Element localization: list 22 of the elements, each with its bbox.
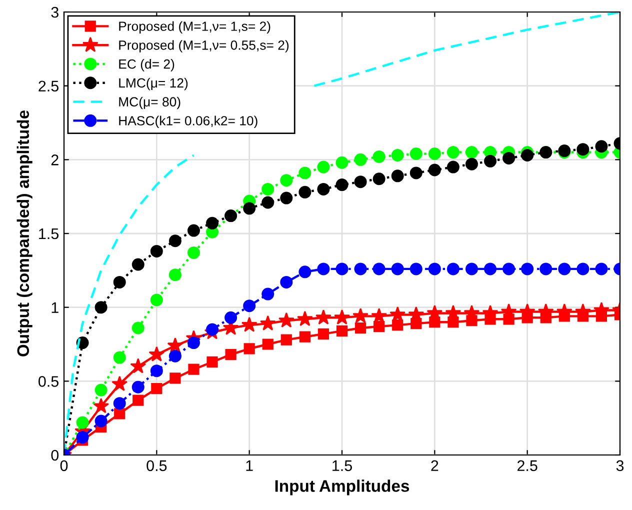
legend-label: EC (d= 2) — [119, 59, 174, 72]
x-tick-label: 2.5 — [517, 460, 538, 472]
x-tick-label: 1.5 — [332, 460, 352, 472]
legend-label: Proposed (M=1,ν= 0.55,s= 2) — [119, 40, 289, 52]
legend-label: Proposed (M=1,ν= 1,s= 2) — [119, 21, 270, 34]
y-tick-label: 2.5 — [38, 80, 58, 92]
x-tick-label: 1 — [246, 460, 253, 471]
y-tick-label: 0.5 — [38, 376, 58, 387]
legend-label: MC(μ= 80) — [119, 96, 180, 110]
y-tick-label: 2 — [51, 154, 58, 166]
y-tick-label: 3 — [51, 6, 58, 18]
x-tick-label: 0 — [60, 460, 68, 472]
x-axis-title: Input Amplitudes — [275, 480, 410, 496]
x-tick-label: 2 — [431, 460, 438, 471]
legend-label: LMC(μ= 12) — [119, 78, 188, 90]
x-tick-label: 3 — [616, 460, 624, 472]
legend-label: HASC(k1= 0.06,k2= 10) — [119, 116, 258, 128]
y-tick-label: 1.5 — [39, 228, 58, 240]
y-axis-title: Output (companded) amplitude — [16, 110, 32, 356]
y-tick-label: 1 — [52, 302, 58, 313]
x-tick-label: 0.5 — [146, 460, 167, 472]
y-tick-label: 0 — [51, 450, 59, 461]
